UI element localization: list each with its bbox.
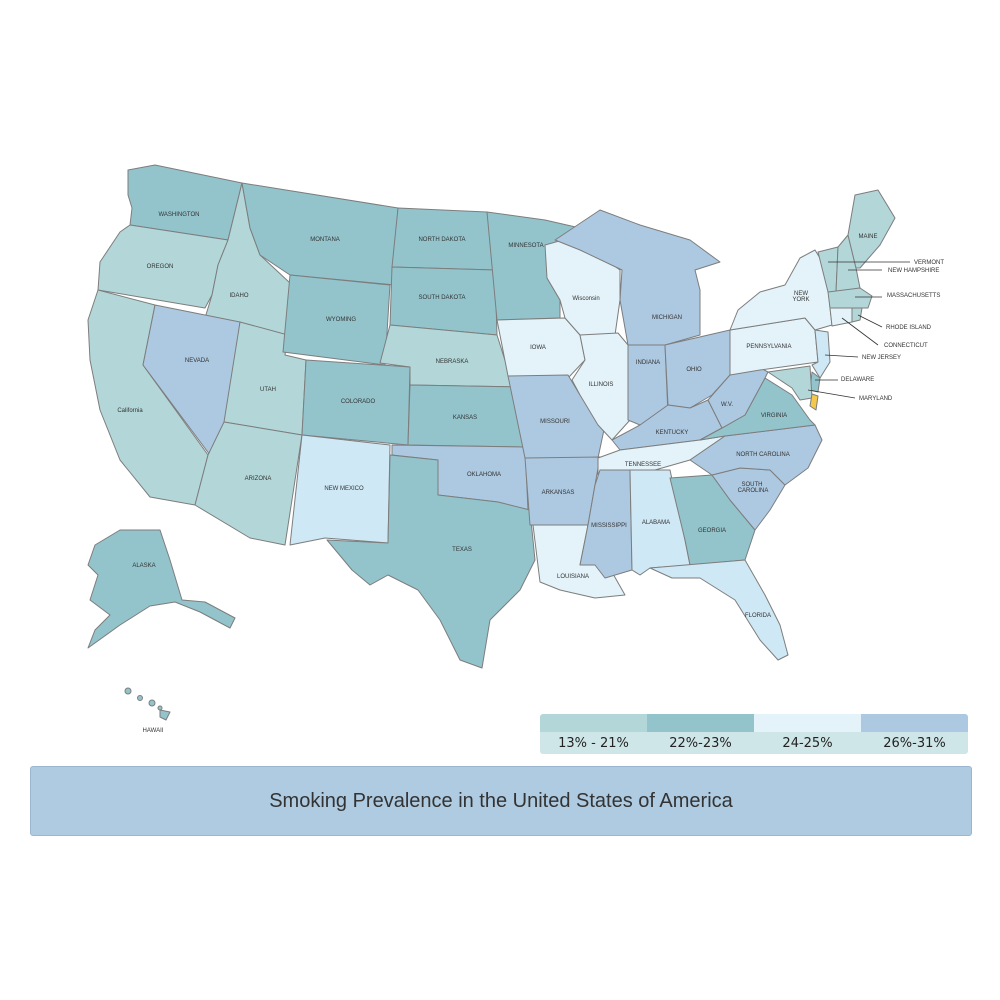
state-florida[interactable] — [649, 559, 789, 661]
label-kentucky: KENTUCKY — [656, 430, 689, 436]
leader-maryland — [807, 389, 856, 399]
label-michigan: MICHIGAN — [652, 315, 682, 321]
label-colorado: COLORADO — [341, 399, 376, 405]
title-bar: Smoking Prevalence in the United States … — [30, 766, 972, 836]
label-massachusetts: MASSACHUSETTS — [887, 293, 940, 299]
state-maine[interactable] — [847, 189, 896, 269]
label-illinois: ILLINOIS — [589, 382, 614, 388]
label-connecticut: CONNECTICUT — [884, 343, 928, 349]
label-arkansas: ARKANSAS — [542, 490, 575, 496]
label-north-dakota: NORTH DAKOTA — [418, 237, 465, 243]
label-california: California — [117, 408, 143, 414]
label-wisconsin: Wisconsin — [572, 296, 599, 302]
state-illinois[interactable] — [571, 332, 631, 441]
label-alabama: ALABAMA — [642, 520, 670, 526]
label-oregon: OREGON — [147, 264, 174, 270]
label-south-dakota: SOUTH DAKOTA — [419, 295, 466, 301]
state-hawaii[interactable] — [124, 687, 171, 721]
label-ohio: OHIO — [686, 367, 702, 373]
label-maine: MAINE — [858, 234, 877, 240]
label-missouri: MISSOURI — [540, 419, 570, 425]
label-pennsylvania: PENNSYLVANIA — [746, 344, 791, 350]
label-alaska: ALASKA — [132, 563, 155, 569]
label-iowa: IOWA — [530, 345, 546, 351]
legend-swatch-2 — [647, 714, 754, 732]
label-mississippi: MISSISSIPPI — [591, 523, 627, 529]
leader-connecticut — [841, 317, 879, 346]
label-virginia: VIRGINIA — [761, 413, 787, 419]
label-new-mexico: NEW MEXICO — [324, 486, 364, 492]
label-north-carolina: NORTH CAROLINA — [736, 452, 790, 458]
label-tennessee: TENNESSEE — [625, 462, 661, 468]
legend-swatch-1 — [540, 714, 647, 732]
state-new-hampshire[interactable] — [835, 234, 861, 293]
state-rhode-island[interactable] — [851, 307, 863, 323]
state-michigan[interactable] — [554, 209, 721, 346]
label-south-carolina-2: CAROLINA — [738, 488, 769, 494]
legend: 13% - 21% 22%-23% 24-25% 26%-31% — [540, 714, 968, 754]
label-delaware: DELAWARE — [841, 377, 874, 383]
leader-rhode-island — [857, 314, 883, 328]
label-louisiana: LOUISIANA — [557, 574, 589, 580]
legend-label-3: 24-25% — [782, 736, 833, 751]
label-idaho: IDAHO — [229, 293, 248, 299]
label-vermont: VERMONT — [914, 260, 944, 266]
map-title: Smoking Prevalence in the United States … — [269, 789, 733, 812]
legend-label-background — [540, 730, 968, 754]
state-south-dakota[interactable] — [389, 266, 498, 336]
state-alaska[interactable] — [87, 529, 236, 649]
label-texas: TEXAS — [452, 547, 472, 553]
label-indiana: INDIANA — [636, 360, 660, 366]
label-kansas: KANSAS — [453, 415, 477, 421]
us-choropleth-map: WASHINGTON OREGON California IDAHO NEVAD… — [87, 164, 944, 734]
label-utah: UTAH — [260, 387, 276, 393]
label-hawaii: HAWAII — [143, 728, 164, 734]
label-washington: WASHINGTON — [158, 212, 199, 218]
state-maryland[interactable] — [767, 365, 813, 401]
label-arizona: ARIZONA — [245, 476, 272, 482]
label-new-york-2: YORK — [792, 297, 809, 303]
label-nevada: NEVADA — [185, 358, 209, 364]
state-new-york[interactable] — [729, 249, 833, 331]
legend-label-1: 13% - 21% — [558, 736, 629, 751]
label-georgia: GEORGIA — [698, 528, 726, 534]
legend-label-2: 22%-23% — [669, 736, 732, 751]
legend-label-4: 26%-31% — [883, 736, 946, 751]
label-new-jersey: NEW JERSEY — [862, 355, 901, 361]
label-maryland: MARYLAND — [859, 396, 893, 402]
state-massachusetts[interactable] — [827, 287, 873, 309]
label-rhode-island: RHODE ISLAND — [886, 325, 932, 331]
label-nebraska: NEBRASKA — [436, 359, 469, 365]
state-maryland-shore[interactable] — [809, 393, 819, 411]
label-florida: FLORIDA — [745, 613, 771, 619]
label-new-york-1: NEW — [794, 291, 808, 297]
state-new-mexico[interactable] — [289, 434, 391, 546]
label-wyoming: WYOMING — [326, 317, 356, 323]
legend-swatch-3 — [754, 714, 861, 732]
label-west-virginia: W.V. — [721, 402, 733, 408]
label-minnesota: MINNESOTA — [508, 243, 543, 249]
label-oklahoma: OKLAHOMA — [467, 472, 501, 478]
label-south-carolina-1: SOUTH — [742, 482, 763, 488]
label-new-hampshire: NEW HAMPSHIRE — [888, 268, 939, 274]
label-montana: MONTANA — [310, 237, 340, 243]
leader-new-jersey — [824, 354, 859, 358]
legend-swatch-4 — [861, 714, 968, 732]
state-texas[interactable] — [326, 454, 536, 669]
